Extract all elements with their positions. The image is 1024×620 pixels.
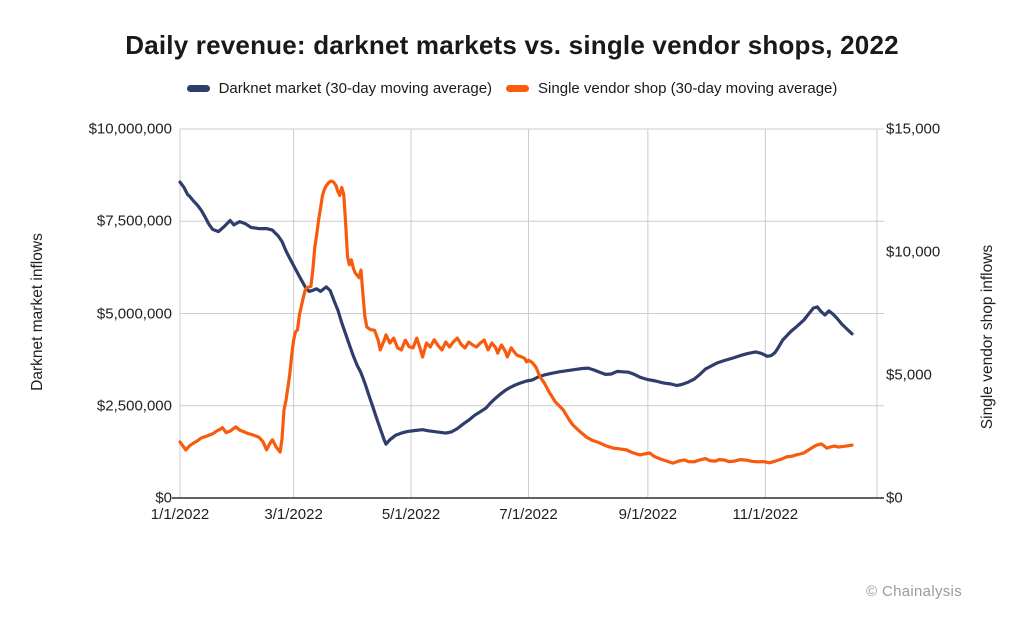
darknet-legend-label: Darknet market (30-day moving average): [218, 80, 493, 97]
vendor-legend-swatch: [506, 85, 530, 92]
darknet-market-line: [178, 180, 854, 446]
legend: Darknet market (30-day moving average) S…: [0, 80, 1024, 97]
chart-title: Daily revenue: darknet markets vs. singl…: [125, 30, 899, 60]
legend-item-vendor: Single vendor shop (30-day moving averag…: [506, 80, 837, 97]
left-axis-title: Darknet market inflows: [29, 233, 46, 391]
single-vendor-shop-line: [178, 179, 854, 465]
vendor-legend-label: Single vendor shop (30-day moving averag…: [538, 80, 838, 97]
darknet-legend-swatch: [186, 85, 210, 92]
legend-item-darknet: Darknet market (30-day moving average): [186, 80, 493, 97]
copyright-text: © Chainalysis: [866, 583, 962, 600]
right-axis-title: Single vendor shop inflows: [979, 244, 996, 430]
